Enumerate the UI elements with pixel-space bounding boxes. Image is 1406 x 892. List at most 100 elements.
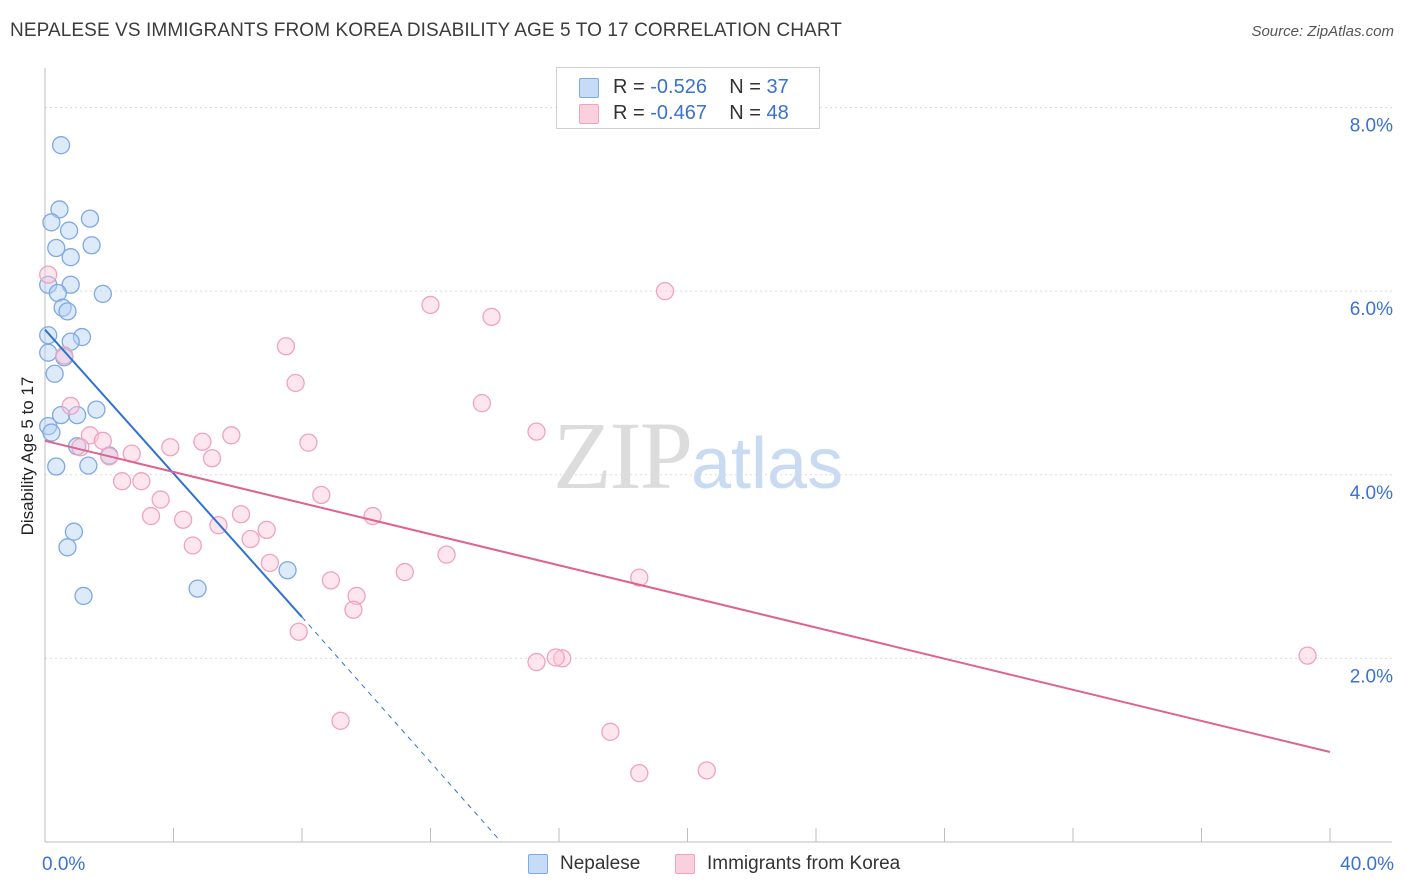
korea-point: [655, 282, 675, 301]
korea-point: [321, 571, 341, 590]
korea-point: [347, 586, 366, 606]
korea-point: [151, 490, 170, 509]
korea-point: [61, 396, 80, 416]
korea-point: [421, 295, 440, 315]
nepalese-point: [188, 579, 207, 598]
nepalese-point: [64, 522, 84, 541]
korea-point: [286, 373, 305, 393]
nepalese-points: [39, 136, 297, 606]
n-label: N =: [729, 76, 767, 98]
nepalese-legend-swatch: [528, 854, 548, 874]
nepalese-point: [51, 405, 71, 425]
nepalese-point: [51, 136, 71, 155]
nepalese-point: [278, 561, 297, 580]
n-value-korea: 48: [766, 102, 789, 124]
legend-label-nepalese: Nepalese: [560, 853, 641, 874]
korea-point: [260, 553, 280, 573]
nepalese-point: [45, 364, 64, 383]
korea-point: [697, 761, 716, 780]
korea-point: [257, 520, 276, 540]
korea-point: [93, 431, 112, 450]
korea-point: [276, 337, 296, 356]
korea-point: [241, 529, 260, 549]
nepalese-point: [61, 248, 80, 267]
korea-point: [173, 510, 193, 529]
korea-point: [55, 346, 74, 365]
korea-point: [202, 449, 222, 468]
korea-point: [437, 545, 456, 564]
y-tick-label: 6.0%: [1350, 299, 1393, 320]
korea-point: [1298, 646, 1317, 665]
series-legend: Nepalese Immigrants from Korea: [0, 850, 1406, 880]
nepalese-point: [93, 284, 112, 304]
korea-point: [112, 472, 132, 491]
x-tick-label-max: 40.0%: [1340, 854, 1394, 875]
korea-point: [553, 649, 572, 668]
korea-point: [472, 394, 492, 413]
nepalese-point: [80, 209, 100, 228]
stats-legend: R = -0.526 N = 37 R = -0.467 N = 48: [556, 67, 820, 129]
korea-point: [527, 652, 546, 672]
korea-point: [141, 506, 161, 526]
r-value-nepalese: -0.526: [650, 76, 707, 98]
r-label: R =: [613, 76, 651, 98]
r-value-korea: -0.467: [650, 102, 707, 124]
korea-trend-line: [44, 439, 1331, 754]
nepalese-point: [72, 327, 92, 347]
korea-point: [331, 711, 350, 730]
axes: [44, 68, 1392, 843]
korea-swatch: [579, 104, 599, 124]
nepalese-trend-extension: [301, 616, 502, 843]
watermark: ZIPatlas: [553, 400, 843, 511]
korea-point: [630, 763, 649, 783]
korea-point: [289, 622, 308, 641]
nepalese-point: [74, 586, 93, 606]
nepalese-trend-line: [44, 329, 303, 618]
nepalese-point: [79, 456, 98, 475]
korea-point: [132, 472, 151, 491]
korea-point: [312, 485, 331, 505]
korea-point: [344, 600, 363, 619]
korea-point: [39, 265, 58, 284]
nepalese-point: [39, 343, 58, 362]
chart-title: NEPALESE VS IMMIGRANTS FROM KOREA DISABI…: [10, 20, 842, 41]
nepalese-point: [59, 221, 79, 240]
korea-point: [193, 432, 212, 451]
nepalese-point: [82, 236, 101, 255]
korea-legend-swatch: [675, 854, 695, 874]
nepalese-point: [87, 400, 106, 419]
korea-point: [231, 505, 251, 524]
korea-point: [601, 722, 620, 741]
korea-point: [395, 562, 414, 582]
y-tick-label: 2.0%: [1350, 666, 1393, 687]
korea-point: [630, 568, 649, 587]
korea-point: [222, 426, 241, 445]
nepalese-swatch: [579, 78, 599, 98]
trend-lines: [44, 329, 1331, 843]
nepalese-point: [42, 213, 61, 232]
nepalese-point: [47, 238, 66, 258]
n-label: N =: [729, 102, 767, 124]
nepalese-point: [67, 405, 87, 425]
r-label: R =: [613, 102, 651, 124]
korea-point: [546, 648, 565, 667]
korea-point: [183, 536, 202, 555]
y-axis-label: Disability Age 5 to 17: [18, 376, 37, 536]
nepalese-point: [48, 283, 67, 303]
source-label: Source: ZipAtlas.com: [1251, 23, 1394, 40]
korea-point: [527, 422, 546, 441]
korea-point: [482, 307, 501, 327]
nepalese-point: [47, 457, 66, 476]
y-tick-label: 8.0%: [1350, 116, 1393, 137]
legend-label-korea: Immigrants from Korea: [707, 853, 901, 874]
grid: [45, 107, 1392, 659]
korea-point: [299, 433, 318, 452]
y-tick-label: 4.0%: [1350, 483, 1393, 504]
nepalese-point: [58, 538, 77, 557]
watermark-atlas: atlas: [691, 424, 844, 504]
watermark-zip: ZIP: [553, 402, 693, 509]
nepalese-point: [61, 275, 80, 294]
korea-points: [39, 265, 1317, 783]
n-value-nepalese: 37: [766, 76, 789, 98]
